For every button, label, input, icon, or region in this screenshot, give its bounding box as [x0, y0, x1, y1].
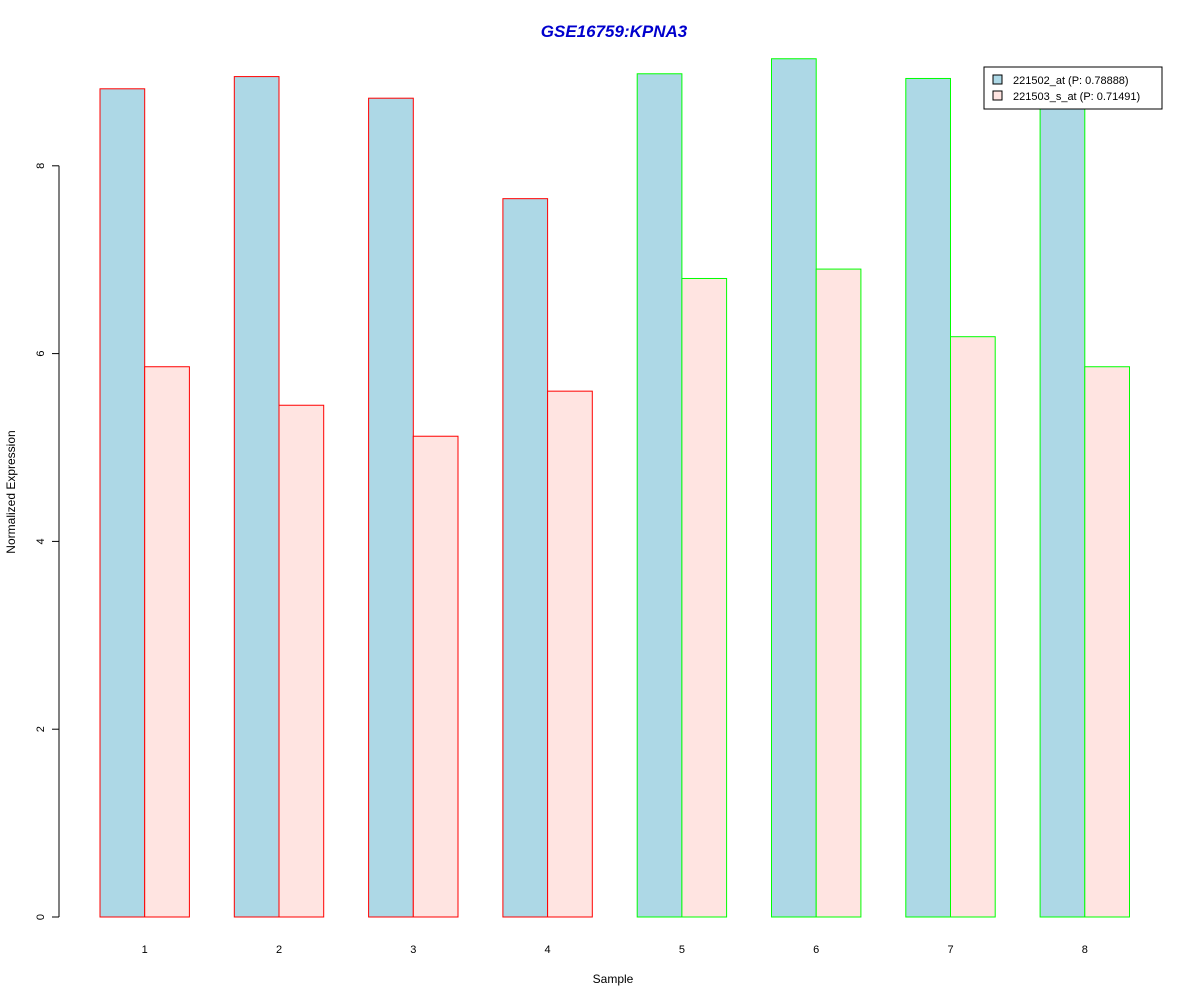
bar-series-2-sample-5	[681, 277, 728, 918]
bar-series-1-sample-8	[1039, 99, 1086, 918]
x-axis-label: Sample	[593, 972, 634, 986]
bar-series-1-sample-1	[99, 88, 146, 918]
x-tick-label: 6	[813, 944, 819, 956]
y-axis: 0 2 4 6 8	[35, 163, 60, 920]
x-tick-label: 7	[947, 944, 953, 956]
bar-series-2-sample-2	[278, 404, 325, 918]
legend-label-series-1: 221502_at (P: 0.78888)	[1013, 75, 1129, 87]
bar-series-1-sample-2	[233, 76, 280, 918]
chart-title: GSE16759:KPNA3	[541, 22, 688, 41]
y-tick-label: 6	[35, 351, 47, 357]
bar-series-2-sample-6	[815, 268, 862, 918]
bar-series-2-sample-3	[412, 435, 459, 918]
x-tick-label: 1	[142, 944, 148, 956]
y-axis-label: Normalized Expression	[4, 430, 18, 553]
x-axis-tick-labels: 1 2 3 4 5 6 7 8	[142, 944, 1088, 956]
y-tick-label: 4	[35, 538, 47, 544]
legend-label-series-2: 221503_s_at (P: 0.71491)	[1013, 91, 1140, 103]
x-tick-label: 5	[679, 944, 685, 956]
x-tick-label: 3	[410, 944, 416, 956]
y-tick-label: 8	[35, 163, 47, 169]
legend-swatch-series-1	[992, 74, 1003, 85]
legend-box	[983, 66, 1163, 110]
bar-series-2-sample-8	[1084, 366, 1131, 918]
y-tick-label: 0	[35, 914, 47, 920]
bar-series-2-sample-7	[950, 336, 996, 918]
x-tick-label: 8	[1082, 944, 1088, 956]
bars	[99, 58, 1131, 918]
x-tick-label: 4	[545, 944, 551, 956]
bar-series-2-sample-1	[144, 366, 190, 918]
y-tick-label: 2	[35, 726, 47, 732]
bar-series-1-sample-5	[636, 73, 683, 918]
bar-series-1-sample-4	[502, 198, 549, 918]
legend: 221502_at (P: 0.78888) 221503_s_at (P: 0…	[983, 66, 1163, 110]
x-tick-label: 2	[276, 944, 282, 956]
legend-swatch-series-2	[992, 90, 1003, 101]
bar-series-1-sample-3	[368, 97, 414, 918]
bar-series-1-sample-7	[905, 77, 951, 918]
bar-series-2-sample-4	[547, 390, 593, 918]
bar-series-1-sample-6	[771, 58, 817, 918]
